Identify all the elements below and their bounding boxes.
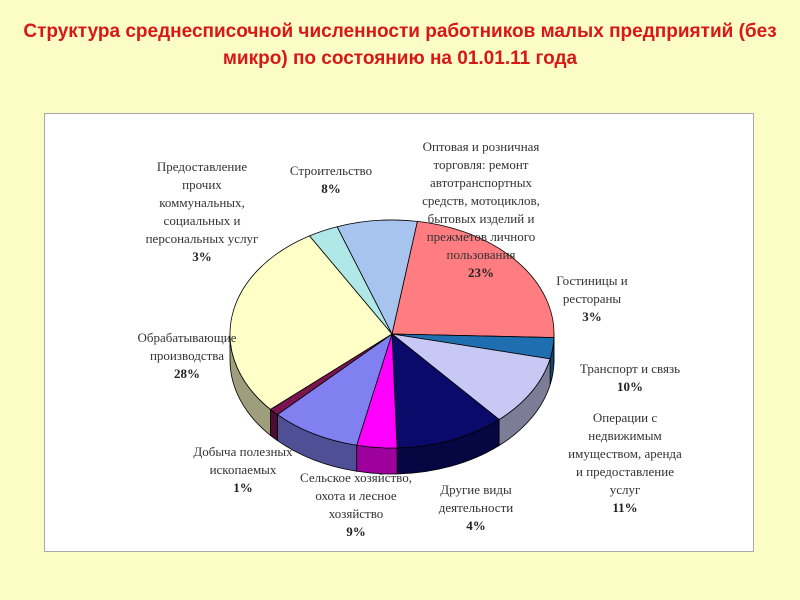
slice-label-line: рестораны <box>562 291 622 306</box>
slice-value-label: 3% <box>582 309 602 324</box>
chart-area: Оптовая и розничная торговля: ремонт автот… <box>44 113 754 552</box>
slice-label-line: прочих <box>182 177 222 192</box>
slice-label-transport: Транспорт и связь 10% <box>580 360 680 396</box>
slice-label-manufacturing: Обрабатывающие производства 28% <box>138 329 237 383</box>
slice-label-line: хозяйство <box>328 506 384 521</box>
slice-label-line: услуг <box>609 482 641 497</box>
slice-label-agriculture: Сельское хозяйство, охота и лесное хозяйст… <box>300 469 412 541</box>
slice-label-line: Добыча полезных <box>193 444 293 459</box>
slice-label-line: прежметов личного <box>426 229 536 244</box>
slice-label-line: недвижимым <box>588 428 662 443</box>
slice-label-line: социальных и <box>163 213 241 228</box>
slice-label-realestate: Операции с недвижимым имуществом, аренда и … <box>568 409 682 517</box>
slice-label-trade: Оптовая и розничная торговля: ремонт автот… <box>422 138 540 282</box>
slice-label-line: средств, мотоциклов, <box>422 193 540 208</box>
slice-label-line: и предоставление <box>576 464 674 479</box>
slice-value-label: 23% <box>468 265 494 280</box>
slice-value-label: 8% <box>321 181 341 196</box>
slice-value-label: 1% <box>233 480 253 495</box>
slice-label-hotels: Гостиницы и рестораны 3% <box>556 272 627 326</box>
slice-label-construction: Строительство 8% <box>290 162 372 198</box>
slice-value-label: 10% <box>617 379 643 394</box>
pie-slice-manufacturing <box>229 235 393 410</box>
slice-label-line: Оптовая и розничная <box>422 139 540 154</box>
slice-label-mining: Добыча полезных ископаемых 1% <box>193 443 292 497</box>
slice-label-line: Другие виды <box>440 482 512 497</box>
slice-label-line: Предоставление <box>156 159 248 174</box>
slice-label-line: Транспорт и связь <box>579 361 681 376</box>
slice-label-line: охота и лесное <box>315 488 397 503</box>
slice-label-other: Другие виды деятельности 4% <box>439 481 513 535</box>
slice-value-label: 9% <box>346 524 366 539</box>
slice-label-line: Операции с <box>592 410 658 425</box>
slice-value-label: 3% <box>192 249 212 264</box>
slice-label-line: коммунальных, <box>159 195 245 210</box>
slice-label-line: деятельности <box>438 500 514 515</box>
slice-label-line: Сельское хозяйство, <box>300 470 412 485</box>
pie-chart <box>229 219 555 475</box>
slice-value-label: 4% <box>466 518 486 533</box>
slice-label-line: автотранспортных <box>430 175 532 190</box>
slice-value-label: 11% <box>612 500 638 515</box>
pie-slice-transport <box>390 333 551 421</box>
slice-label-line: производства <box>149 348 225 363</box>
slice-label-line: бытовых изделий и <box>427 211 535 226</box>
pie-slice-trade <box>391 220 555 338</box>
slice-label-line: Обрабатывающие <box>137 330 237 345</box>
slice-label-line: ископаемых <box>209 462 277 477</box>
pie-slice-construction <box>336 219 418 336</box>
slice-value-label: 28% <box>173 366 200 381</box>
chart-title: Структура среднесписочной численности ра… <box>23 21 777 69</box>
slice-label-services: Предоставление прочих коммунальных, социаль… <box>146 158 259 266</box>
slice-label-line: пользования <box>446 247 516 262</box>
pie-slice-realestate <box>391 333 500 449</box>
slice-label-line: имуществом, аренда <box>568 446 682 461</box>
pie-slice-agriculture <box>276 332 393 446</box>
slice-label-line: персональных услуг <box>145 231 259 246</box>
slice-label-line: торговля: ремонт <box>433 157 529 172</box>
slice-label-line: Гостиницы и <box>556 273 628 288</box>
slice-label-line: Строительство <box>289 163 373 178</box>
